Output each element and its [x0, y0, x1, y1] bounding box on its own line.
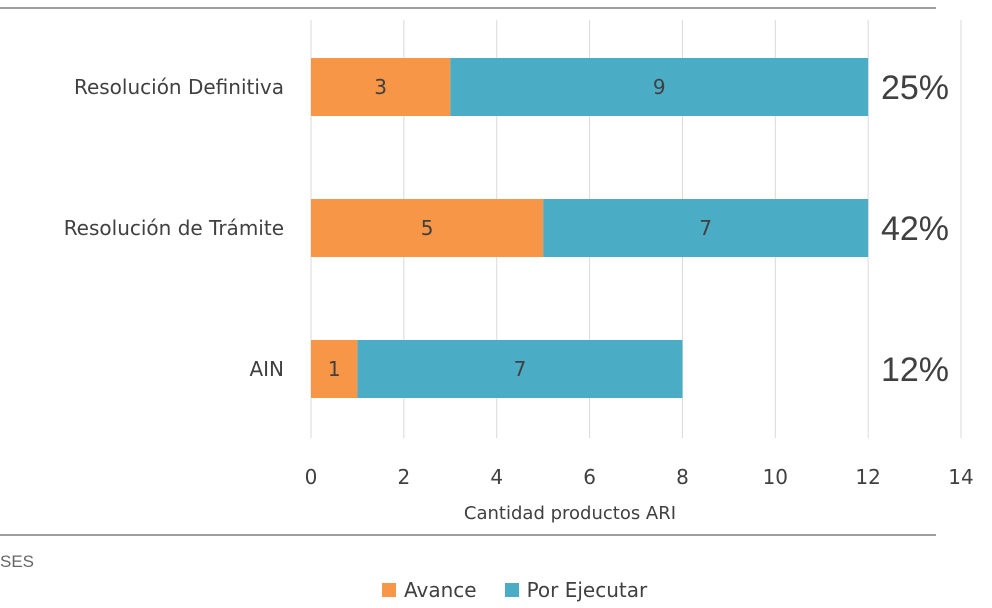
percent-labels: 25% 42% 12%	[881, 69, 949, 389]
category-label: AIN	[249, 357, 284, 381]
bar-segment	[311, 199, 544, 257]
x-tick-label: 2	[397, 465, 410, 489]
legend-item-avance: Avance	[382, 578, 477, 602]
bar-segment	[543, 199, 869, 257]
bar-segment	[311, 58, 451, 116]
category-label: Resolución Definitiva	[74, 75, 284, 99]
category-labels: Resolución Definitiva Resolución de Trámi…	[64, 75, 284, 381]
x-tick-label: 14	[948, 465, 973, 489]
legend-label-avance: Avance	[404, 578, 477, 602]
x-tick-labels: 0 2 4 6 8 10 12 14	[305, 465, 974, 489]
category-label: Resolución de Trámite	[64, 216, 284, 240]
bar-value-label: 7	[514, 357, 527, 381]
percent-label: 42%	[881, 210, 949, 248]
percent-label: 12%	[881, 351, 949, 389]
bars: 3 9 5 7 1 7	[311, 58, 869, 398]
x-tick-label: 8	[676, 465, 689, 489]
legend-label-por-ejecutar: Por Ejecutar	[526, 578, 648, 602]
bar-value-label: 5	[421, 216, 434, 240]
bar-segment	[311, 340, 358, 398]
legend: Avance Por Ejecutar	[382, 578, 647, 602]
source-text: SES	[0, 552, 35, 571]
x-tick-label: 10	[763, 465, 788, 489]
x-tick-label: 4	[490, 465, 503, 489]
bar-value-label: 7	[699, 216, 712, 240]
x-tick-label: 0	[305, 465, 318, 489]
bar-value-label: 3	[374, 75, 387, 99]
percent-label: 25%	[881, 69, 949, 107]
legend-swatch-avance	[382, 583, 396, 597]
bar-value-label: 1	[328, 357, 341, 381]
bar-segment	[450, 58, 869, 116]
legend-swatch-por-ejecutar	[504, 583, 519, 597]
x-axis-title: Cantidad productos ARI	[464, 503, 676, 524]
legend-item-por-ejecutar: Por Ejecutar	[504, 578, 648, 602]
x-tick-label: 6	[583, 465, 596, 489]
bar-segment	[357, 340, 683, 398]
x-tick-label: 12	[855, 465, 880, 489]
bar-value-label: 9	[653, 75, 666, 99]
